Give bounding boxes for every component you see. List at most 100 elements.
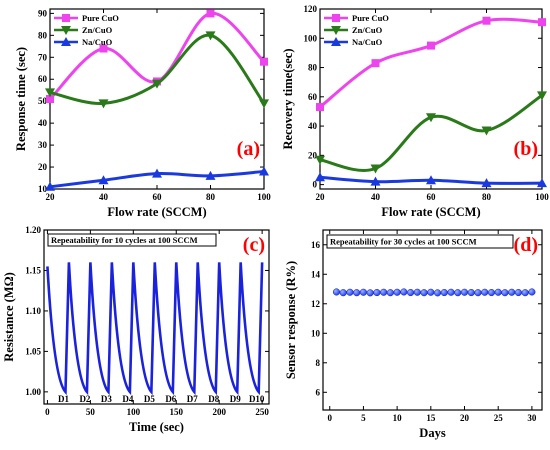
data-point xyxy=(487,289,496,297)
y-tick-label: 1.00 xyxy=(25,387,41,397)
legend-label: Zn/CuO xyxy=(352,25,383,35)
cycle-label: D7 xyxy=(187,394,198,404)
data-point xyxy=(481,178,492,188)
x-tick-label: 200 xyxy=(212,407,226,417)
data-point xyxy=(467,289,475,297)
y-tick-label: 40 xyxy=(308,121,318,131)
data-point xyxy=(370,164,381,174)
x-tick-label: 30 xyxy=(527,413,537,423)
annotation-text: Repeatability for 30 cycles at 100 SCCM xyxy=(330,237,477,247)
data-point xyxy=(528,288,536,296)
x-tick-label: 80 xyxy=(482,192,492,202)
series-line xyxy=(319,94,543,172)
annotation-box xyxy=(326,234,514,249)
data-point xyxy=(366,289,374,297)
cycle-label: D2 xyxy=(79,394,90,404)
annotation-box xyxy=(47,233,217,247)
data-point xyxy=(501,289,509,297)
panel-label: (b) xyxy=(514,138,538,160)
y-tick-label: 10 xyxy=(311,328,321,338)
x-axis-label: Flow rate (SCCM) xyxy=(107,205,206,219)
x-tick-label: 10 xyxy=(393,413,403,423)
x-tick-label: 250 xyxy=(255,407,269,417)
y-axis-label: Sensor response (R%) xyxy=(284,261,298,379)
plot-frame xyxy=(49,8,265,190)
data-point xyxy=(98,99,109,109)
data-point xyxy=(426,113,436,123)
y-tick-label: 70 xyxy=(38,52,48,62)
data-point xyxy=(380,288,388,296)
data-point xyxy=(454,289,462,297)
x-tick-label: 100 xyxy=(257,192,271,202)
legend-marker xyxy=(61,26,71,35)
annotation-text: Repeatability for 10 cycles at 100 SCCM xyxy=(51,235,198,245)
data-point xyxy=(420,289,428,297)
y-tick-label: 0 xyxy=(313,180,318,190)
legend-marker xyxy=(331,26,341,35)
cycle-label: D1 xyxy=(58,394,69,404)
data-point xyxy=(339,289,347,297)
data-point xyxy=(99,44,108,53)
legend-marker xyxy=(62,14,70,22)
legend-label: Zn/CuO xyxy=(82,25,113,35)
data-point xyxy=(537,91,547,101)
x-tick-label: 40 xyxy=(99,192,109,202)
data-point xyxy=(386,289,394,297)
x-tick-label: 100 xyxy=(535,192,549,202)
cycle-label: D9 xyxy=(230,394,241,404)
y-axis-label: Resistance (MΩ) xyxy=(2,272,16,362)
x-tick-label: 5 xyxy=(361,413,366,423)
data-point xyxy=(46,95,54,103)
y-tick-label: 6 xyxy=(316,387,321,397)
data-point xyxy=(447,288,455,296)
x-tick-label: 50 xyxy=(86,407,96,417)
plot-frame xyxy=(322,229,543,411)
plot-frame xyxy=(319,8,543,190)
y-tick-label: 20 xyxy=(38,162,48,172)
data-point xyxy=(259,166,269,176)
x-tick-label: 60 xyxy=(153,192,163,202)
y-tick-label: 1.10 xyxy=(25,306,41,316)
y-tick-label: 80 xyxy=(308,63,318,73)
resistance-trace xyxy=(46,262,264,396)
data-point xyxy=(45,181,55,191)
data-point xyxy=(474,289,482,297)
data-point xyxy=(460,288,469,296)
x-tick-label: 60 xyxy=(427,192,437,202)
data-point xyxy=(45,88,55,98)
y-tick-label: 1.05 xyxy=(25,346,41,356)
data-point xyxy=(152,168,162,178)
data-point xyxy=(371,59,380,68)
data-point xyxy=(370,176,381,186)
x-tick-label: 40 xyxy=(371,192,381,202)
legend-label: Pure CuO xyxy=(82,13,119,23)
y-axis-label: Response time (sec) xyxy=(14,47,28,151)
data-point xyxy=(440,289,448,297)
data-point xyxy=(315,155,325,165)
x-tick-label: 0 xyxy=(45,407,50,417)
legend-label: Na/CuO xyxy=(82,37,113,47)
data-point xyxy=(521,289,529,297)
y-tick-label: 16 xyxy=(311,240,321,250)
x-axis-label: Time (sec) xyxy=(129,420,184,434)
data-point xyxy=(260,57,268,66)
data-point xyxy=(353,289,361,297)
data-point xyxy=(259,99,269,109)
data-point xyxy=(494,288,502,296)
x-tick-label: 100 xyxy=(127,407,141,417)
y-axis-label: Recovery time(sec) xyxy=(281,49,295,150)
data-point xyxy=(434,289,442,297)
y-tick-label: 40 xyxy=(38,118,48,128)
series-line xyxy=(49,33,266,105)
data-point xyxy=(205,31,216,41)
panel-label: (c) xyxy=(243,234,265,256)
data-point xyxy=(426,175,436,185)
chart-panel-b: 20 40 60 80 100 0 20 40 60 80 100 120 Flow rate (SCC… xyxy=(281,4,549,219)
legend-marker xyxy=(331,37,341,46)
plot-frame xyxy=(43,229,270,405)
data-point xyxy=(508,288,516,296)
cycle-label: D6 xyxy=(165,394,176,404)
data-point xyxy=(481,288,489,296)
data-point xyxy=(315,172,325,182)
